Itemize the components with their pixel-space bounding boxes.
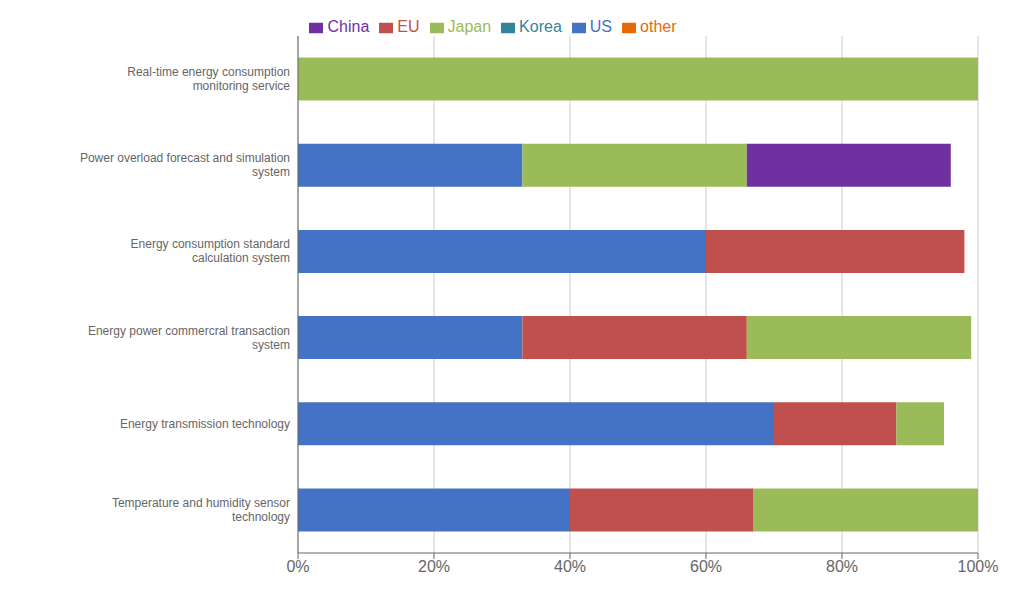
html-text:other: other — [640, 18, 677, 35]
svg-text:Energy power commercral transa: Energy power commercral transactionsyste… — [88, 324, 290, 352]
svg-text:0%: 0% — [286, 558, 309, 575]
html-text:Japan: Japan — [447, 18, 492, 35]
svg-text:Temperature and humidity senso: Temperature and humidity sensortechnolog… — [112, 496, 290, 524]
html-text:China: China — [327, 18, 370, 35]
svg-text:40%: 40% — [554, 558, 586, 575]
svg-text:Energy transmission technology: Energy transmission technology — [120, 417, 290, 431]
svg-text:20%: 20% — [418, 558, 450, 575]
svg-text:60%: 60% — [690, 558, 722, 575]
svg-text:80%: 80% — [826, 558, 858, 575]
html-text:Korea: Korea — [519, 18, 562, 35]
html-text:EU: EU — [397, 18, 420, 35]
svg-text:100%: 100% — [958, 558, 999, 575]
html-text:US: US — [589, 18, 612, 35]
svg-text:Power overload forecast and si: Power overload forecast and simulationsy… — [80, 151, 290, 179]
svg-text:Real-time energy consumptionmo: Real-time energy consumptionmonitoring s… — [127, 65, 290, 93]
svg-text:Energy consumption standardcal: Energy consumption standardcalculation s… — [131, 237, 290, 265]
